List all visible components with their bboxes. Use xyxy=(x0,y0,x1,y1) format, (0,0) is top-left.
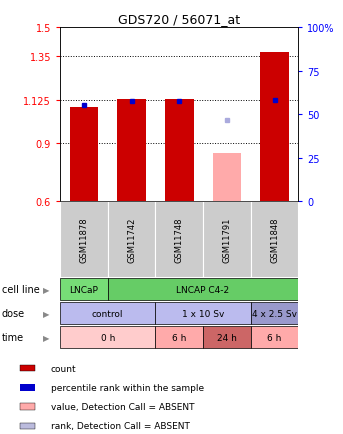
Bar xyxy=(203,202,251,278)
Bar xyxy=(60,326,155,349)
Bar xyxy=(155,302,251,325)
Text: time: time xyxy=(2,332,24,342)
Text: rank, Detection Call = ABSENT: rank, Detection Call = ABSENT xyxy=(51,421,190,431)
Text: count: count xyxy=(51,364,76,373)
Text: GSM11742: GSM11742 xyxy=(127,217,136,263)
Text: cell line: cell line xyxy=(2,285,39,295)
Text: ▶: ▶ xyxy=(43,285,49,294)
Bar xyxy=(108,202,155,278)
Text: 24 h: 24 h xyxy=(217,333,237,342)
Title: GDS720 / 56071_at: GDS720 / 56071_at xyxy=(118,13,240,26)
Bar xyxy=(60,279,108,301)
Text: 6 h: 6 h xyxy=(172,333,186,342)
Bar xyxy=(165,99,193,202)
Text: GSM11878: GSM11878 xyxy=(79,217,88,263)
Bar xyxy=(70,107,98,202)
Text: value, Detection Call = ABSENT: value, Detection Call = ABSENT xyxy=(51,402,194,411)
Text: GSM11848: GSM11848 xyxy=(270,217,279,263)
Text: 0 h: 0 h xyxy=(100,333,115,342)
Bar xyxy=(251,202,298,278)
Bar xyxy=(21,384,35,391)
Bar xyxy=(108,279,298,301)
Bar xyxy=(203,326,251,349)
Bar xyxy=(21,423,35,429)
Text: 6 h: 6 h xyxy=(268,333,282,342)
Bar xyxy=(21,365,35,372)
Text: GSM11791: GSM11791 xyxy=(222,217,232,263)
Text: control: control xyxy=(92,309,123,318)
Bar xyxy=(260,53,289,202)
Text: ▶: ▶ xyxy=(43,309,49,318)
Bar xyxy=(117,99,146,202)
Bar xyxy=(60,302,155,325)
Bar xyxy=(155,326,203,349)
Bar xyxy=(251,326,298,349)
Text: 4 x 2.5 Sv: 4 x 2.5 Sv xyxy=(252,309,297,318)
Text: LNCaP: LNCaP xyxy=(69,285,98,294)
Text: dose: dose xyxy=(2,309,25,319)
Bar xyxy=(21,404,35,410)
Text: LNCAP C4-2: LNCAP C4-2 xyxy=(177,285,229,294)
Bar xyxy=(155,202,203,278)
Bar xyxy=(60,202,108,278)
Text: percentile rank within the sample: percentile rank within the sample xyxy=(51,383,204,392)
Bar xyxy=(213,154,241,202)
Text: 1 x 10 Sv: 1 x 10 Sv xyxy=(182,309,224,318)
Bar xyxy=(251,302,298,325)
Text: GSM11748: GSM11748 xyxy=(175,217,184,263)
Text: ▶: ▶ xyxy=(43,333,49,342)
